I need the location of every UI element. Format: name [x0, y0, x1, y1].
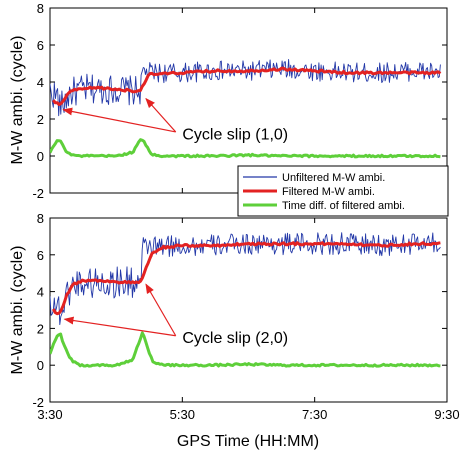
y-axis-label: M-W ambi. (cycle): [9, 36, 26, 165]
y-tick-label: 8: [37, 211, 44, 226]
y-tick-label: 6: [37, 248, 44, 263]
y-tick-label: 4: [37, 285, 44, 300]
y-tick-label: 8: [37, 1, 44, 16]
y-tick-label: 2: [37, 112, 44, 127]
x-axis-label: GPS Time (HH:MM): [177, 433, 319, 450]
legend-label-diff: Time diff. of filtered ambi.: [282, 200, 405, 212]
arrow-layer: [62, 97, 177, 133]
y-tick-label: -2: [32, 395, 44, 410]
x-tick-label: 7:30: [302, 407, 327, 422]
x-tick-label: 5:30: [170, 407, 195, 422]
y-tick-label: 6: [37, 38, 44, 53]
series-line-diff: [50, 331, 441, 368]
plot-frame: [49, 7, 448, 194]
y-tick-label: 0: [37, 149, 44, 164]
x-tick-label: 9:30: [434, 407, 459, 422]
y-tick-label: 2: [37, 321, 44, 336]
series-layer: [50, 59, 442, 159]
y-tick-label: -2: [32, 186, 44, 201]
y-tick-label: 0: [37, 358, 44, 373]
y-axis-label: M-W ambi. (cycle): [9, 246, 26, 375]
legend-label-filtered: Filtered M-W ambi.: [282, 186, 375, 198]
series-line-unfiltered: [50, 232, 441, 326]
cycle-slip-arrow: [145, 283, 177, 337]
series-line-filtered: [51, 241, 441, 316]
cycle-slip-arrow: [62, 107, 176, 133]
plot-frame: [49, 217, 448, 403]
series-line-filtered: [52, 66, 442, 106]
arrow-layer: [63, 283, 177, 337]
cycle-slip-annotation: Cycle slip (2,0): [182, 330, 288, 347]
y-tick-label: 4: [37, 75, 44, 90]
series-layer: [50, 232, 441, 368]
legend-label-unfiltered: Unfiltered M-W ambi.: [282, 172, 385, 184]
tick-layer: -2 0 2 4 6 8 3:30 5:30 7:30 9:30: [32, 211, 459, 422]
cycle-slip-arrow: [145, 97, 177, 133]
cycle-slip-arrow: [63, 316, 176, 337]
cycle-slip-annotation: Cycle slip (1,0): [182, 126, 288, 143]
x-tick-label: 3:30: [37, 407, 62, 422]
bottom-panel: -2 0 2 4 6 8 3:30 5:30 7:30 9:30 Cycle slip (2,0)…: [9, 211, 460, 422]
series-line-diff: [50, 138, 441, 159]
legend: Unfiltered M-W ambi. Filtered M-W ambi. …: [237, 165, 449, 217]
